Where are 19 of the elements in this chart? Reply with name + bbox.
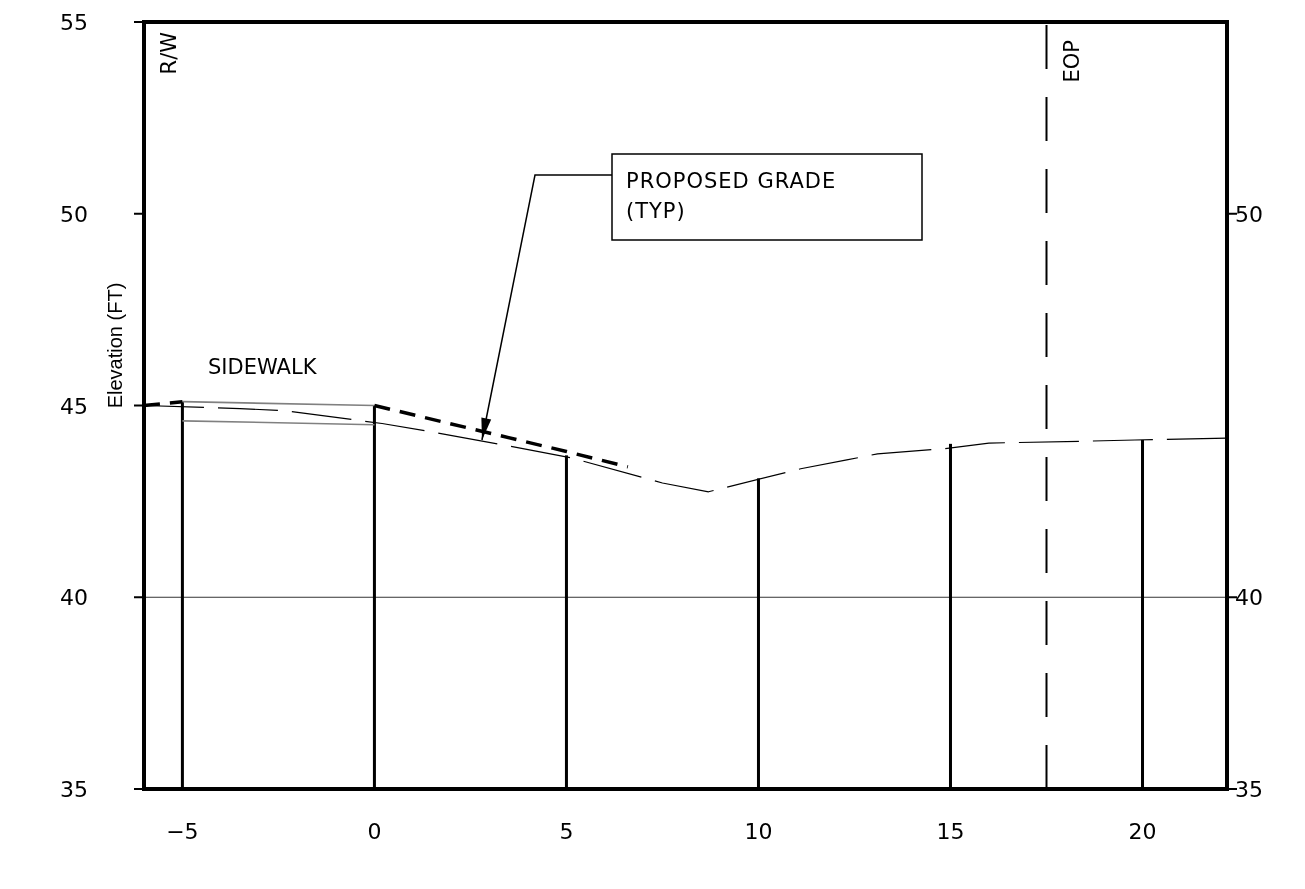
annotation: PROPOSED GRADE (TYP): [626, 169, 837, 223]
y-tick-label: 50: [60, 201, 88, 227]
y2-tick-label: 40: [1235, 585, 1263, 611]
x-tick-label: 5: [559, 819, 574, 844]
y-tick-label: 55: [60, 10, 88, 35]
y2-tick-label: 35: [1235, 777, 1263, 802]
x-tick-label: 20: [1128, 819, 1157, 844]
x-tick-label: 15: [936, 819, 965, 844]
annotation: R/W: [157, 31, 181, 75]
y-axis-title: Elevation (FT): [104, 282, 126, 409]
annotation: SIDEWALK: [208, 355, 318, 379]
ref-line-label: EOP: [1059, 40, 1084, 83]
y-tick-label: 35: [60, 777, 88, 802]
x-tick-label: −5: [166, 819, 199, 844]
y-tick-label: 45: [60, 393, 88, 419]
x-tick-label: 10: [744, 819, 773, 844]
y2-tick-label: 50: [1235, 201, 1263, 227]
y-tick-label: 40: [60, 585, 88, 611]
x-tick-label: 0: [367, 819, 382, 844]
